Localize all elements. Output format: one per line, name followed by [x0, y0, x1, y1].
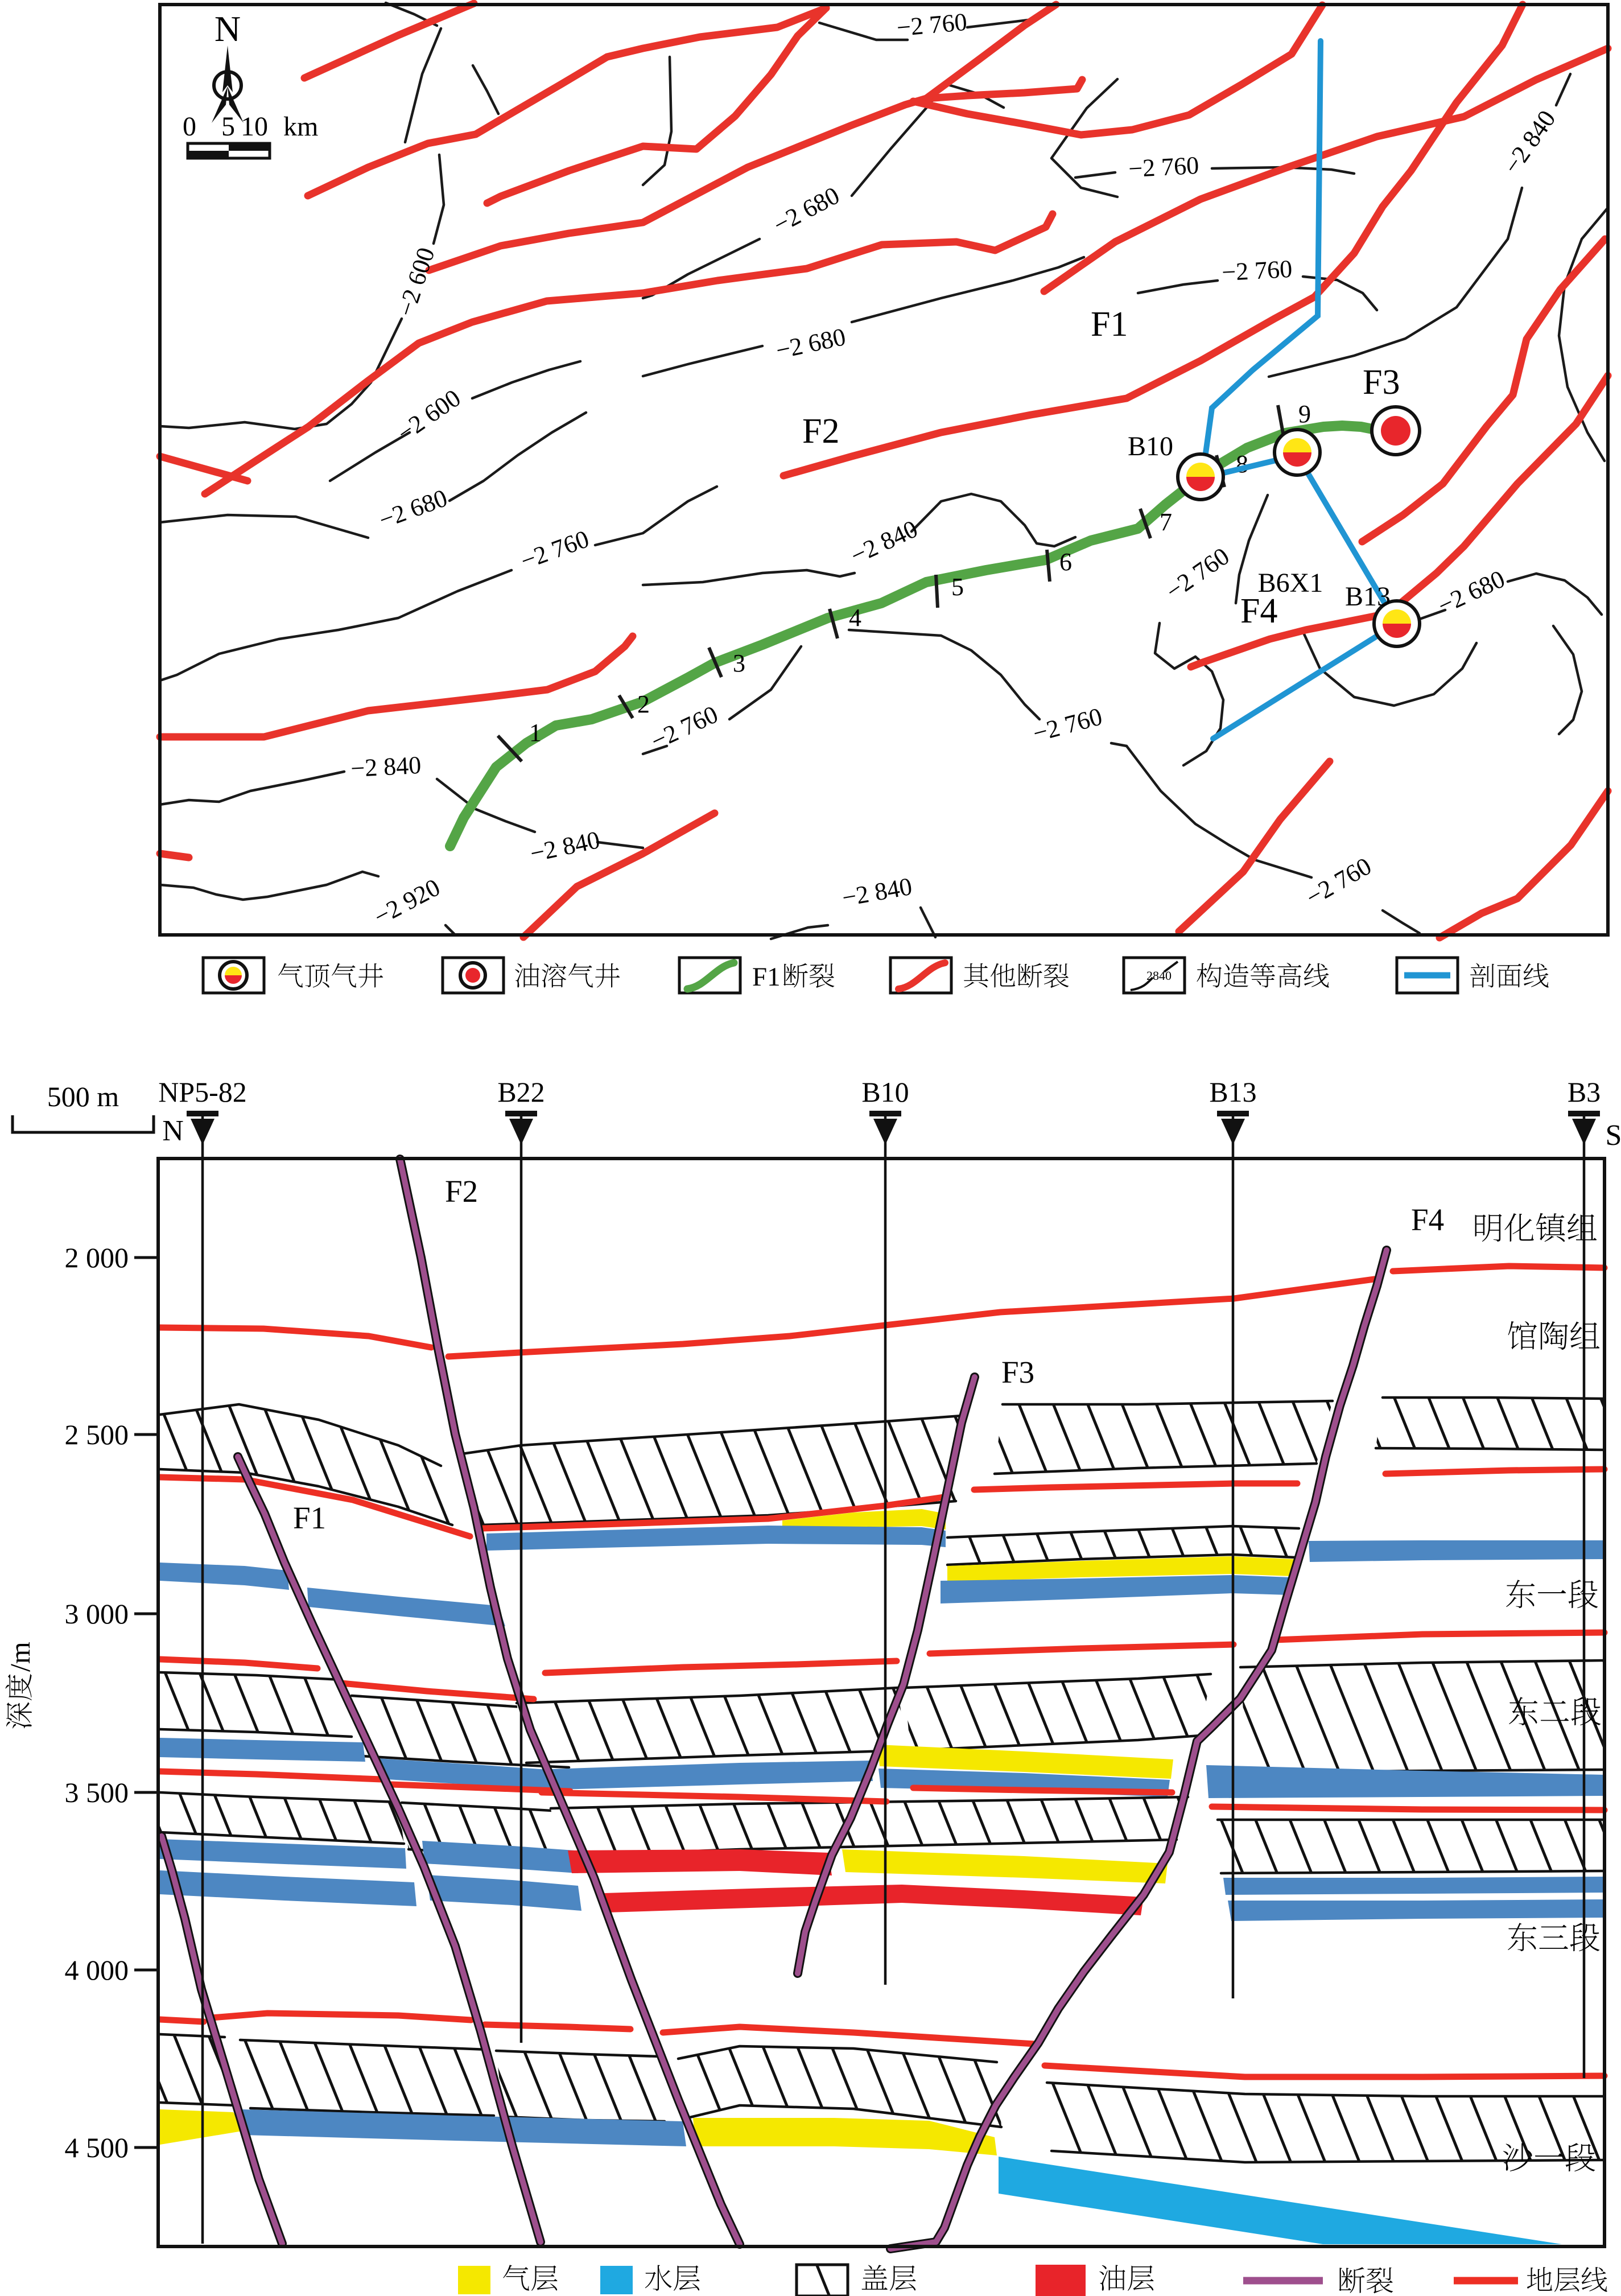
svg-text:4 000: 4 000: [65, 1954, 129, 1986]
svg-text:F1: F1: [752, 962, 781, 992]
svg-text:10: 10: [241, 112, 268, 142]
svg-text:3: 3: [733, 649, 745, 677]
svg-text:5: 5: [951, 573, 964, 601]
svg-text:F4: F4: [1240, 592, 1277, 630]
svg-text:8: 8: [1236, 450, 1248, 478]
svg-text:2: 2: [637, 690, 650, 718]
svg-text:2 000: 2 000: [65, 1242, 129, 1273]
svg-text:500 m: 500 m: [47, 1081, 119, 1112]
svg-text:1: 1: [529, 719, 542, 747]
svg-text:2 500: 2 500: [65, 1419, 129, 1450]
svg-text:F2: F2: [802, 412, 839, 451]
svg-text:B6X1: B6X1: [1258, 568, 1323, 598]
svg-text:−2 760: −2 760: [1128, 151, 1199, 183]
svg-text:B10: B10: [861, 1076, 909, 1108]
svg-text:5: 5: [221, 112, 235, 142]
svg-text:B3: B3: [1568, 1076, 1601, 1108]
svg-text:F1: F1: [1091, 305, 1128, 344]
svg-text:F2: F2: [445, 1174, 478, 1209]
svg-text:/m: /m: [4, 1642, 36, 1672]
svg-text:B13: B13: [1345, 582, 1391, 612]
svg-text:7: 7: [1160, 508, 1172, 536]
svg-text:B22: B22: [497, 1076, 545, 1108]
svg-text:−2 760: −2 760: [1221, 255, 1293, 286]
svg-text:N: N: [215, 9, 241, 49]
svg-text:6: 6: [1059, 548, 1072, 576]
svg-text:−2 760: −2 760: [896, 8, 968, 42]
svg-text:S: S: [1606, 1119, 1621, 1152]
svg-text:B10: B10: [1128, 431, 1173, 461]
svg-text:2840: 2840: [1146, 968, 1172, 983]
svg-text:F4: F4: [1411, 1202, 1444, 1237]
svg-text:F3: F3: [1363, 363, 1400, 402]
svg-text:0: 0: [183, 112, 196, 142]
svg-text:4: 4: [849, 604, 861, 632]
svg-text:F3: F3: [1001, 1355, 1034, 1390]
svg-text:B13: B13: [1209, 1076, 1256, 1108]
svg-text:4 500: 4 500: [65, 2132, 129, 2163]
svg-text:9: 9: [1298, 400, 1311, 428]
svg-text:NP5-82: NP5-82: [158, 1076, 247, 1108]
svg-text:km: km: [283, 112, 318, 142]
svg-text:3 500: 3 500: [65, 1776, 129, 1808]
svg-text:F1: F1: [293, 1501, 326, 1535]
svg-text:N: N: [162, 1115, 184, 1147]
svg-text:−2 840: −2 840: [350, 751, 422, 782]
svg-text:3 000: 3 000: [65, 1598, 129, 1630]
